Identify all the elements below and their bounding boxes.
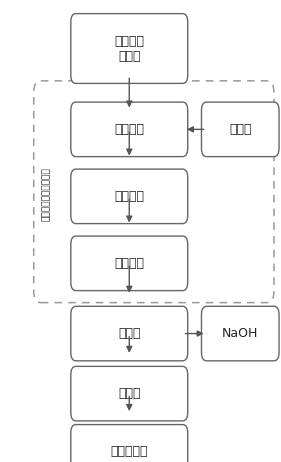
Text: 微通道反应器模块组合: 微通道反应器模块组合 [42,167,51,221]
FancyBboxPatch shape [201,102,279,157]
FancyBboxPatch shape [71,306,188,361]
Text: 中和器: 中和器 [118,327,140,340]
Text: 膜处理: 膜处理 [118,387,140,400]
FancyBboxPatch shape [71,13,188,83]
Text: 混合模块: 混合模块 [114,123,144,136]
FancyBboxPatch shape [71,169,188,224]
FancyBboxPatch shape [71,366,188,421]
Text: 反应模块: 反应模块 [114,257,144,270]
Text: 木糖水溶液: 木糖水溶液 [110,445,148,458]
Text: 催化剂: 催化剂 [229,123,251,136]
FancyBboxPatch shape [71,425,188,462]
FancyBboxPatch shape [71,236,188,291]
Text: 半纤维素
水溶液: 半纤维素 水溶液 [114,35,144,62]
FancyBboxPatch shape [201,306,279,361]
Text: NaOH: NaOH [222,327,259,340]
Text: 预热模块: 预热模块 [114,190,144,203]
FancyBboxPatch shape [71,102,188,157]
